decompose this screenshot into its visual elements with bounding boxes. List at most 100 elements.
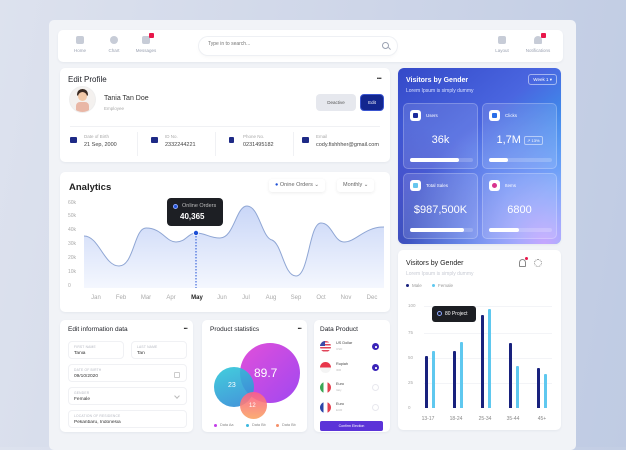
first-name-input[interactable]	[74, 351, 118, 356]
indonesia-flag-icon	[320, 362, 331, 373]
notification-badge	[149, 33, 154, 38]
legend-item: Data Bb	[246, 423, 266, 427]
gender-select[interactable]: GENDER Female	[68, 387, 187, 405]
italy-flag-icon	[320, 382, 331, 393]
chevron-down-icon[interactable]	[174, 393, 180, 399]
avatar	[70, 87, 95, 112]
profile-role: Employee	[104, 106, 125, 111]
more-menu-button[interactable]: ...	[297, 322, 302, 331]
bell-icon	[534, 33, 546, 44]
us-flag-icon	[320, 341, 331, 352]
legend-male: Male	[406, 283, 422, 288]
search-bar[interactable]	[199, 37, 397, 55]
card-title: Visitors by Gender	[406, 77, 469, 84]
currency-option-usd[interactable]: US Dollar USD	[320, 339, 386, 357]
date-of-birth-field[interactable]: DATE OF BIRTH	[68, 364, 187, 382]
growth-badge: ↗ 13%	[524, 135, 543, 145]
more-menu-button[interactable]: ...	[376, 71, 381, 81]
radio-selected[interactable]	[372, 343, 379, 350]
location-input[interactable]	[74, 420, 168, 425]
item-icon	[489, 180, 500, 191]
france-flag-icon	[320, 402, 331, 413]
nav-chart[interactable]: Chart	[94, 36, 134, 53]
analytics-card: Analytics ● Onine Orders ⌄ Monthly ⌄ 60k…	[60, 172, 390, 312]
nav-messages[interactable]: Messages	[126, 33, 166, 53]
layout-icon	[498, 36, 506, 44]
confirm-election-button[interactable]: Confirm Election	[320, 421, 383, 431]
notification-badge	[541, 33, 546, 38]
progress-bar	[489, 158, 552, 162]
card-title: Analytics	[69, 182, 112, 193]
id-card-icon	[151, 137, 158, 143]
nav-layout[interactable]: Layout	[482, 36, 522, 53]
edit-information-card: Edit information data ... FIRST NAME LAS…	[60, 320, 193, 432]
radio-unselected[interactable]	[372, 404, 379, 411]
legend-item: Data Aa	[214, 423, 234, 427]
bar-male[interactable]	[481, 315, 484, 408]
edit-profile-card: Edit Profile ... Tania Tan Doe Employee …	[60, 68, 390, 162]
series-dropdown[interactable]: ● Onine Orders ⌄	[269, 179, 326, 192]
bar-female[interactable]	[488, 309, 491, 408]
chart-tooltip: Online Orders 40,365	[167, 198, 223, 226]
card-title: Data Product	[320, 326, 358, 333]
bar-female[interactable]	[460, 342, 463, 408]
week-dropdown[interactable]: Week 1 ▾	[528, 74, 557, 85]
bubble-data-cc[interactable]	[240, 392, 267, 419]
stat-items: Items 6800	[482, 173, 557, 239]
bar-male[interactable]	[425, 356, 428, 408]
card-title: Product statistics	[210, 326, 260, 333]
mail-icon	[302, 137, 309, 143]
progress-bar	[489, 228, 552, 232]
cake-icon	[70, 137, 77, 143]
currency-option-idr[interactable]: Rupiah IDR	[320, 360, 386, 378]
message-icon	[142, 33, 154, 44]
search-input[interactable]	[208, 41, 368, 47]
legend-female: Female	[432, 283, 453, 288]
home-icon	[76, 36, 84, 44]
bell-icon[interactable]	[519, 257, 528, 267]
nav-home[interactable]: Home	[60, 36, 100, 53]
radio-selected[interactable]	[372, 364, 379, 371]
data-product-card: Data Product US Dollar USD Rupiah IDR Eu…	[314, 320, 390, 432]
area-chart[interactable]	[84, 200, 384, 288]
last-name-input[interactable]	[137, 351, 181, 356]
pie-chart-icon	[110, 36, 118, 44]
legend-item: Data Bb	[276, 423, 296, 427]
first-name-field[interactable]: FIRST NAME	[68, 341, 124, 359]
radio-unselected[interactable]	[372, 384, 379, 391]
profile-name: Tania Tan Doe	[104, 95, 149, 102]
stat-clicks: Clicks 1,7M ↗ 13%	[482, 103, 557, 169]
card-subtitle: Lorem Ipsum is simply dummy	[406, 88, 474, 94]
folder-icon	[410, 110, 421, 121]
date-of-birth-input[interactable]	[74, 374, 168, 379]
bar-male[interactable]	[509, 343, 512, 408]
gear-icon[interactable]	[534, 259, 542, 267]
bar-female[interactable]	[432, 351, 435, 408]
edit-button[interactable]: Edit	[360, 94, 384, 111]
search-icon[interactable]	[382, 42, 389, 49]
last-name-field[interactable]: LAST NAME	[131, 341, 187, 359]
card-subtitle: Lorem Ipsum is simply dummy	[406, 271, 474, 277]
nav-notifications[interactable]: Notifications	[518, 33, 558, 53]
series-dot-icon	[173, 204, 178, 209]
project-dot-icon	[437, 311, 442, 316]
more-menu-button[interactable]: ...	[183, 322, 188, 331]
calendar-icon[interactable]	[174, 372, 180, 378]
series-dot-icon: ●	[275, 182, 279, 188]
stat-users: Users 36k	[403, 103, 478, 169]
bag-icon	[410, 180, 421, 191]
stat-total-sales: Total Sales $987,500K	[403, 173, 478, 239]
divider	[70, 126, 380, 127]
location-field[interactable]: LOCATION OF RESIDENCE	[68, 410, 187, 428]
bar-male[interactable]	[537, 368, 540, 408]
deactive-button[interactable]: Deactive	[316, 94, 356, 111]
currency-option-eur[interactable]: Euro EUR	[320, 400, 386, 418]
visitors-bar-card: Visitors by Gender Lorem Ipsum is simply…	[398, 250, 561, 430]
period-dropdown[interactable]: Monthly ⌄	[337, 179, 375, 192]
bar-female[interactable]	[544, 374, 547, 408]
progress-bar	[410, 158, 473, 162]
bar-female[interactable]	[516, 366, 519, 408]
click-icon	[489, 110, 500, 121]
bar-male[interactable]	[453, 351, 456, 408]
currency-option-euro-italy[interactable]: Euro Italy	[320, 380, 386, 398]
